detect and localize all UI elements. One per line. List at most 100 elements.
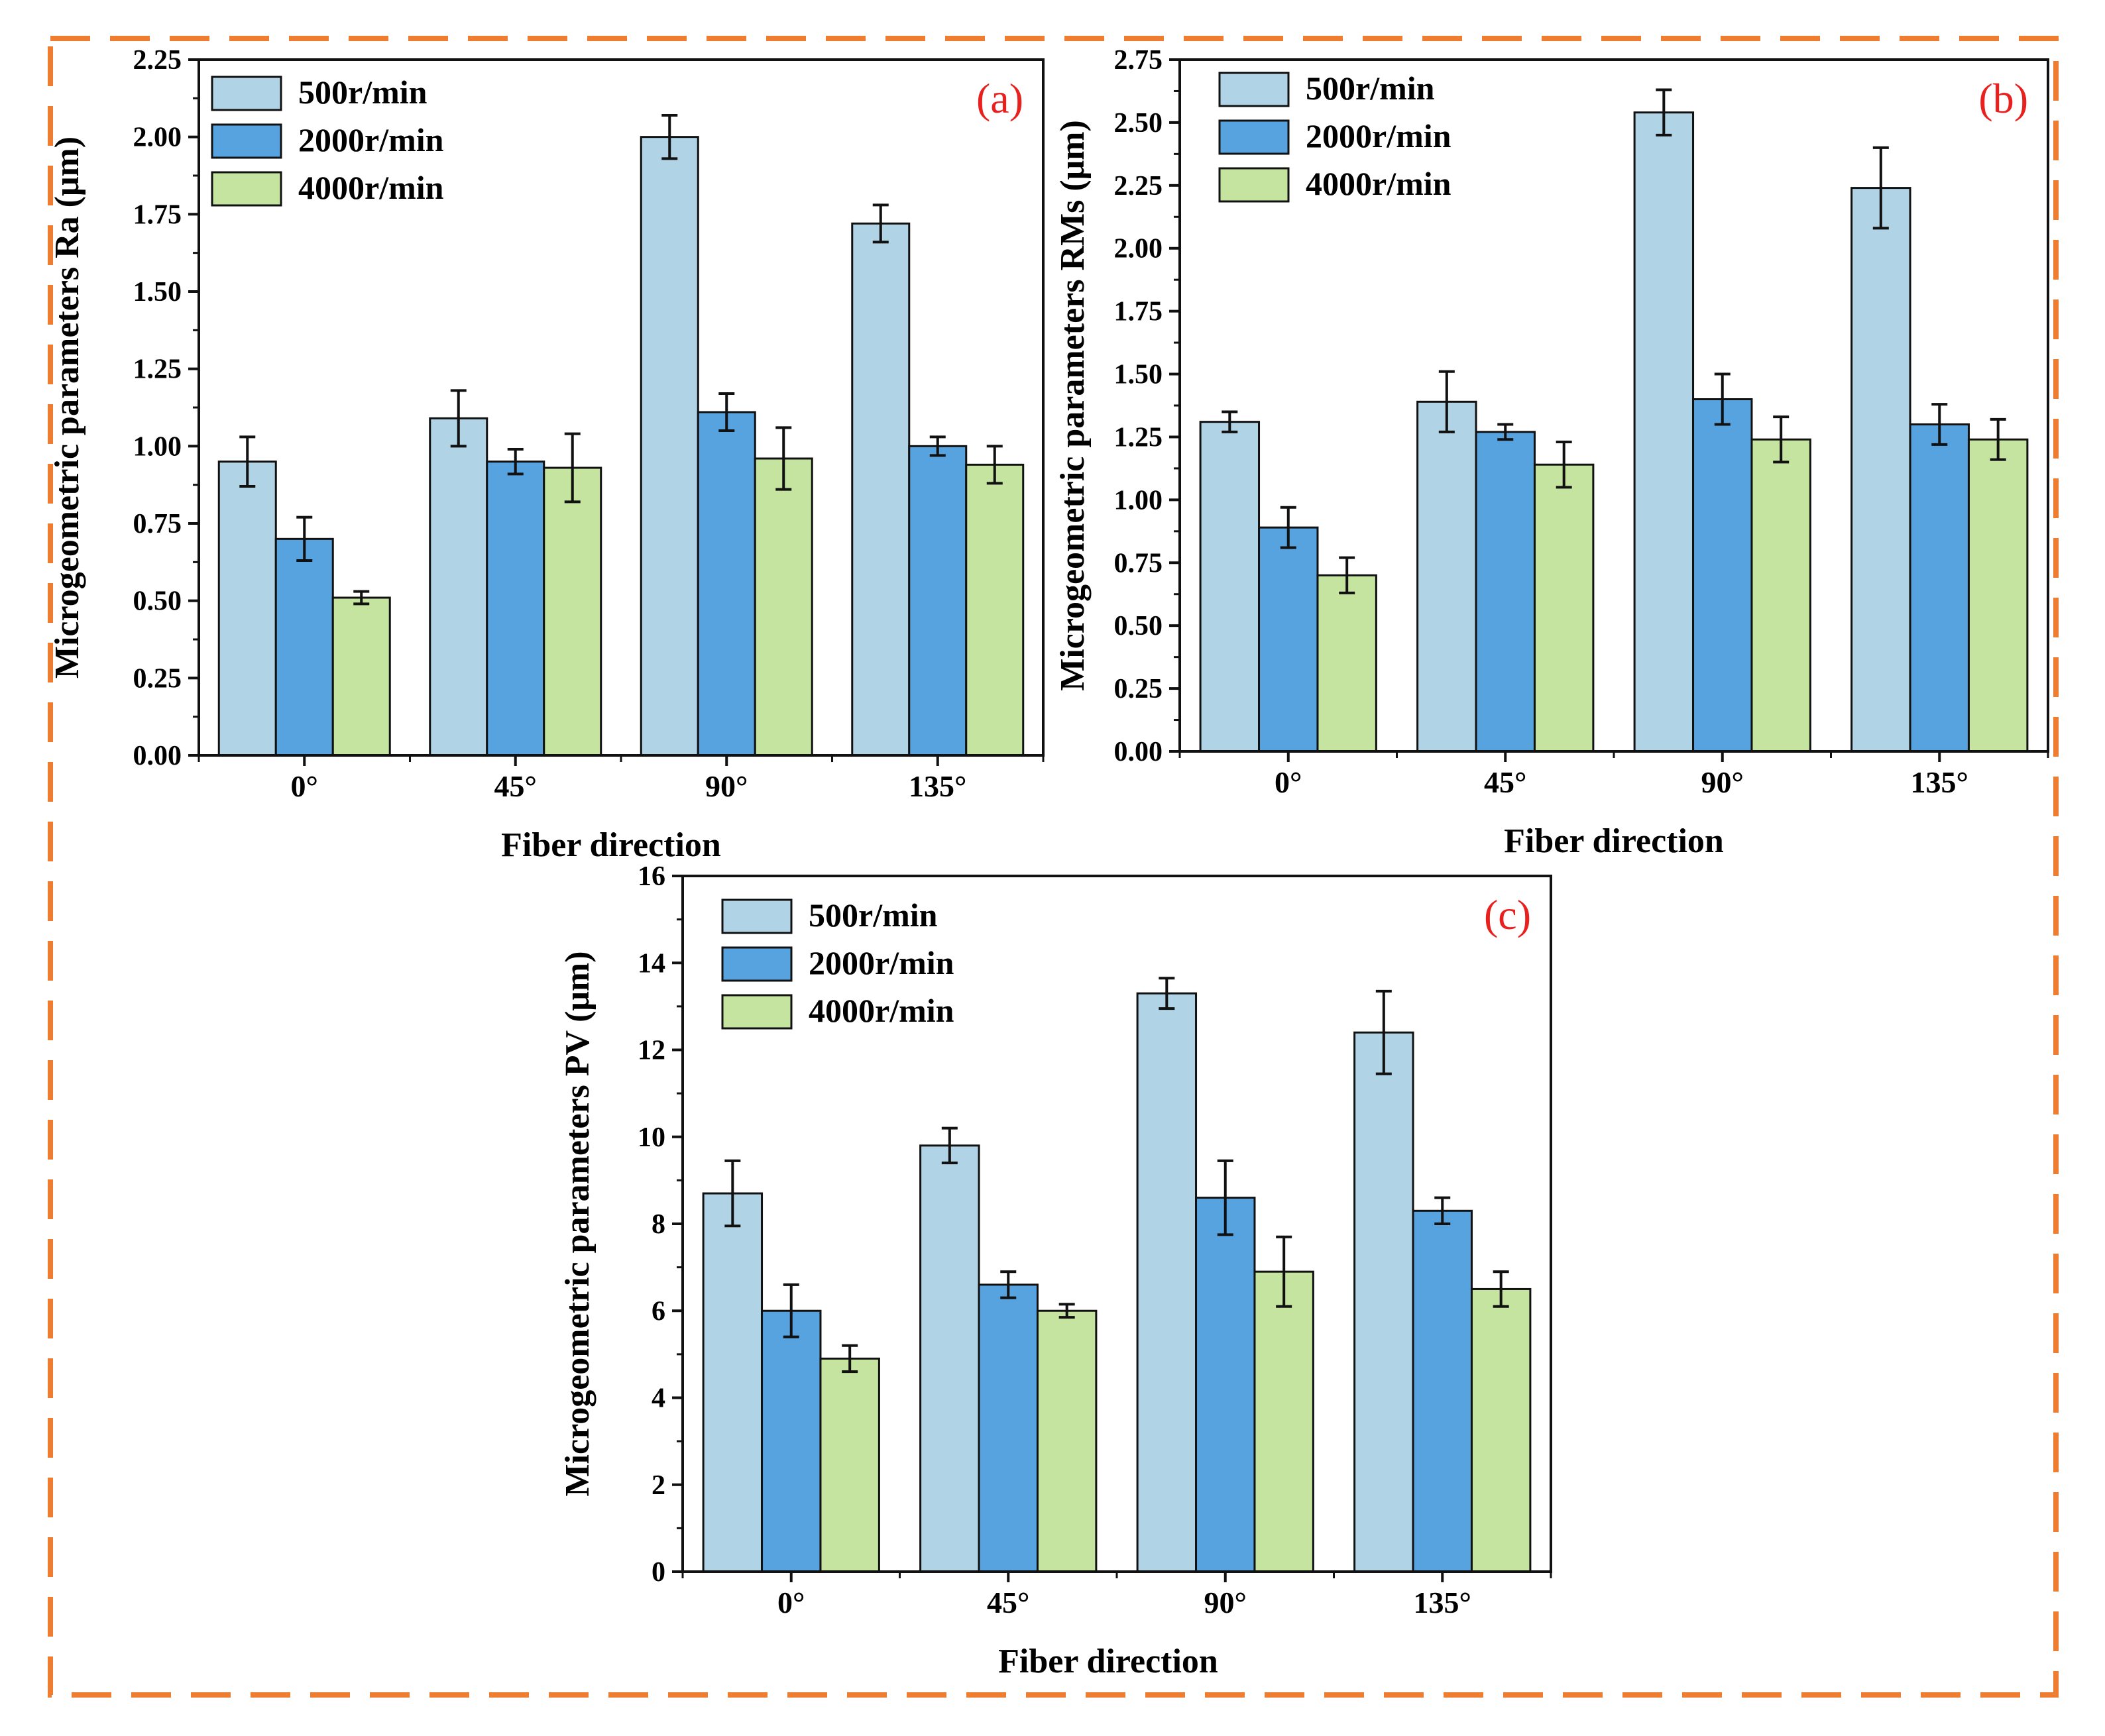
bar-500r/min-135° <box>851 222 911 757</box>
legend-swatch <box>211 76 282 111</box>
y-tick-label: 1.50 <box>133 277 182 307</box>
x-tick-label: 90° <box>705 769 748 803</box>
bar-500r/min-90° <box>640 136 699 757</box>
x-axis-title: Fiber direction <box>998 1643 1218 1680</box>
bar-4000r/min-0° <box>819 1357 880 1573</box>
bar-4000r/min-90° <box>754 457 813 757</box>
legend-label: 4000r/min <box>298 169 444 206</box>
bar-2000r/min-90° <box>1195 1197 1256 1573</box>
y-tick-label: 0.25 <box>1114 674 1163 704</box>
x-tick-label: 0° <box>777 1586 805 1619</box>
y-tick-label: 0 <box>652 1557 665 1588</box>
bar-4000r/min-45° <box>1036 1309 1098 1573</box>
bar-2000r/min-0° <box>761 1309 822 1573</box>
bar-4000r/min-45° <box>1533 463 1595 753</box>
x-tick-label: 45° <box>1484 765 1526 799</box>
bar-4000r/min-135° <box>1470 1287 1532 1573</box>
y-axis-title: Microgeometric parameters RMs (μm) <box>1054 120 1092 691</box>
y-tick-label: 1.00 <box>133 431 182 462</box>
legend-swatch <box>721 946 793 982</box>
bar-500r/min-0° <box>1199 421 1261 753</box>
x-tick-label: 135° <box>1911 765 1968 799</box>
bar-500r/min-0° <box>702 1192 764 1573</box>
bar-4000r/min-0° <box>1316 574 1377 753</box>
y-tick-label: 2 <box>652 1470 665 1501</box>
chart-panel-c: 0 2 4 6 8 10 12 14 16 0° 45° 90° 135° Fiber direction… <box>559 861 1552 1680</box>
y-tick-label: 4 <box>652 1383 665 1414</box>
y-tick-label: 6 <box>652 1296 665 1327</box>
bar-2000r/min-90° <box>697 411 756 757</box>
bar-4000r/min-0° <box>331 596 391 757</box>
legend-swatch <box>721 994 793 1030</box>
y-tick-label: 8 <box>652 1209 665 1240</box>
panel-label: (a) <box>976 75 1023 122</box>
y-axis-title: Microgeometric parameters PV (μm) <box>559 951 597 1496</box>
panel-label: (c) <box>1484 891 1531 938</box>
y-tick-label: 1.25 <box>1114 422 1163 453</box>
legend-label: 2000r/min <box>298 121 444 158</box>
x-tick-label: 135° <box>909 769 966 803</box>
bar-500r/min-45° <box>919 1144 980 1573</box>
bar-2000r/min-90° <box>1692 398 1753 753</box>
legend-swatch <box>1218 119 1290 155</box>
bar-2000r/min-45° <box>1475 431 1536 753</box>
legend-label: 500r/min <box>298 74 427 111</box>
legend-label: 2000r/min <box>1306 117 1451 154</box>
legend-label: 2000r/min <box>809 944 954 981</box>
bar-500r/min-90° <box>1633 111 1695 753</box>
bar-500r/min-45° <box>1416 400 1477 753</box>
legend-label: 500r/min <box>809 896 938 934</box>
y-tick-label: 2.00 <box>133 123 182 153</box>
bar-500r/min-135° <box>1353 1031 1414 1573</box>
y-tick-label: 1.50 <box>1114 360 1163 390</box>
legend-swatch <box>211 123 282 159</box>
y-tick-label: 0.00 <box>1114 737 1163 767</box>
figure-frame <box>48 36 2059 1698</box>
x-tick-label: 45° <box>987 1586 1029 1619</box>
bar-4000r/min-135° <box>1967 438 2029 753</box>
y-tick-label: 10 <box>638 1122 665 1153</box>
y-tick-label: 12 <box>638 1036 665 1066</box>
x-tick-label: 45° <box>494 769 537 803</box>
legend-swatch <box>721 898 793 934</box>
y-tick-label: 0.75 <box>1114 548 1163 578</box>
legend-swatch <box>211 171 282 207</box>
bar-4000r/min-90° <box>1253 1270 1314 1573</box>
y-tick-label: 1.75 <box>133 199 182 230</box>
y-tick-label: 2.25 <box>1114 171 1163 201</box>
bar-2000r/min-0° <box>274 537 334 757</box>
legend-label: 4000r/min <box>1306 165 1451 202</box>
bar-2000r/min-0° <box>1258 526 1319 753</box>
bar-500r/min-45° <box>429 417 488 757</box>
chart-panel-b: 0.00 0.25 0.50 0.75 1.00 1.25 1.50 1.75 2.00 2.25… <box>1054 45 2049 860</box>
chart-panel-a: 0.00 0.25 0.50 0.75 1.00 1.25 1.50 1.75 2.00 2.25… <box>48 45 1045 864</box>
x-tick-label: 90° <box>1701 765 1744 799</box>
y-tick-label: 2.75 <box>1114 45 1163 76</box>
legend-swatch <box>1218 167 1290 203</box>
legend-label: 500r/min <box>1306 70 1435 107</box>
bar-2000r/min-135° <box>1412 1209 1473 1573</box>
bar-2000r/min-135° <box>908 445 968 757</box>
legend-label: 4000r/min <box>809 992 954 1029</box>
x-axis-title: Fiber direction <box>1504 822 1724 860</box>
bar-2000r/min-135° <box>1909 423 1970 753</box>
bar-500r/min-135° <box>1850 187 1911 753</box>
bar-4000r/min-90° <box>1750 438 1811 753</box>
y-tick-label: 0.50 <box>1114 611 1163 641</box>
x-tick-label: 90° <box>1204 1586 1247 1619</box>
y-axis-title: Microgeometric parameters Ra (μm) <box>48 136 86 678</box>
bar-2000r/min-45° <box>486 461 545 757</box>
y-tick-label: 2.00 <box>1114 234 1163 264</box>
bar-4000r/min-45° <box>543 466 602 757</box>
y-tick-label: 0.75 <box>133 509 182 539</box>
bar-4000r/min-135° <box>965 463 1025 757</box>
y-tick-label: 0.25 <box>133 663 182 694</box>
y-tick-label: 2.50 <box>1114 108 1163 138</box>
x-tick-label: 0° <box>291 769 318 803</box>
bar-2000r/min-45° <box>978 1283 1039 1573</box>
y-tick-label: 1.00 <box>1114 485 1163 515</box>
bar-500r/min-0° <box>217 461 277 757</box>
y-tick-label: 16 <box>638 861 665 892</box>
y-tick-label: 14 <box>638 948 665 979</box>
